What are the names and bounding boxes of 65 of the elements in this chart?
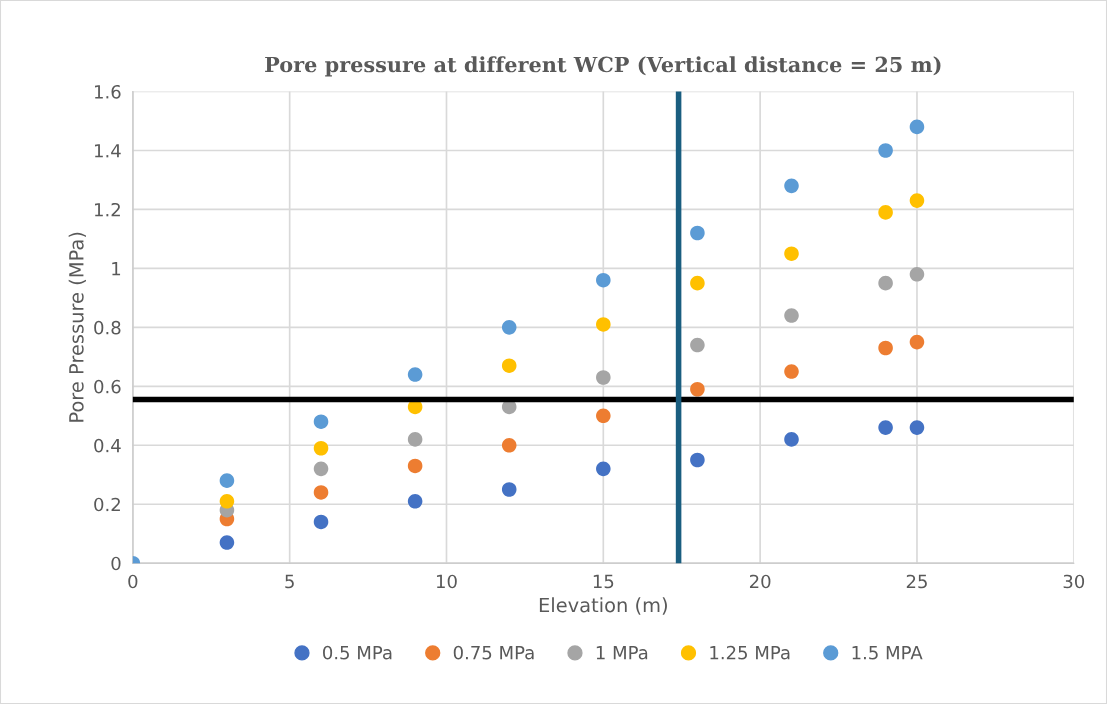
x-tick-label: 10 bbox=[436, 574, 457, 589]
point bbox=[784, 178, 799, 194]
y-tick-label: 1.6 bbox=[95, 84, 121, 99]
point bbox=[596, 317, 611, 332]
point bbox=[313, 485, 329, 500]
point bbox=[690, 381, 705, 397]
y-tick-label: 1.4 bbox=[95, 144, 121, 158]
legend-label: 0.75 MPa bbox=[453, 645, 534, 660]
y-tick-label: 0.2 bbox=[94, 497, 120, 512]
point bbox=[878, 340, 893, 356]
point bbox=[909, 119, 925, 135]
x-tick-label: 5 bbox=[285, 574, 294, 589]
legend-label: 1.25 MPa bbox=[710, 645, 790, 660]
x-tick-label: 15 bbox=[593, 574, 614, 589]
x-axis-title: Elevation (m) bbox=[539, 597, 667, 615]
point bbox=[596, 461, 611, 477]
point bbox=[501, 320, 517, 335]
point bbox=[690, 337, 705, 353]
point bbox=[909, 420, 925, 435]
x-tick-label: 20 bbox=[749, 574, 771, 589]
y-tick-label: 1.2 bbox=[95, 202, 120, 217]
point bbox=[878, 143, 893, 158]
point bbox=[690, 225, 705, 241]
point bbox=[878, 420, 893, 435]
point bbox=[878, 275, 893, 291]
point bbox=[501, 482, 517, 497]
y-tick-label: 1 bbox=[112, 262, 121, 276]
x-tick-label: 25 bbox=[906, 574, 927, 589]
legend-label: 1.5 MPA bbox=[852, 646, 923, 660]
y-tick-label: 0 bbox=[111, 556, 121, 571]
point bbox=[596, 370, 611, 385]
point bbox=[784, 364, 799, 379]
point bbox=[407, 458, 423, 474]
point bbox=[690, 275, 705, 291]
point bbox=[909, 193, 925, 208]
point bbox=[784, 246, 799, 261]
point bbox=[501, 438, 517, 453]
point bbox=[501, 358, 517, 373]
x-tick-label: 30 bbox=[1063, 574, 1085, 589]
legend-label: 1 MPa bbox=[596, 646, 648, 660]
point bbox=[784, 432, 799, 447]
legend-label: 0.5 MPa bbox=[323, 645, 392, 660]
point bbox=[909, 267, 925, 282]
point bbox=[909, 334, 925, 350]
x-tick-label: 0 bbox=[128, 574, 138, 589]
point bbox=[407, 432, 423, 447]
point bbox=[219, 494, 235, 509]
point bbox=[219, 473, 235, 488]
point bbox=[878, 205, 893, 220]
point bbox=[313, 414, 329, 429]
y-tick-label: 0.8 bbox=[94, 320, 121, 335]
point bbox=[313, 440, 329, 456]
point bbox=[219, 535, 235, 550]
point bbox=[596, 272, 611, 288]
y-tick-label: 0.4 bbox=[94, 438, 121, 453]
point bbox=[596, 408, 611, 424]
point bbox=[407, 367, 423, 382]
point bbox=[784, 308, 799, 323]
point bbox=[407, 494, 423, 509]
y-axis-title: Pore Pressure (MPa) bbox=[68, 232, 86, 422]
chart-title: Pore pressure at different WCP (Vertical distance = 25 m) bbox=[265, 56, 941, 77]
point bbox=[690, 452, 705, 468]
y-tick-label: 0.6 bbox=[94, 379, 121, 394]
point bbox=[313, 461, 329, 477]
point bbox=[313, 514, 329, 530]
